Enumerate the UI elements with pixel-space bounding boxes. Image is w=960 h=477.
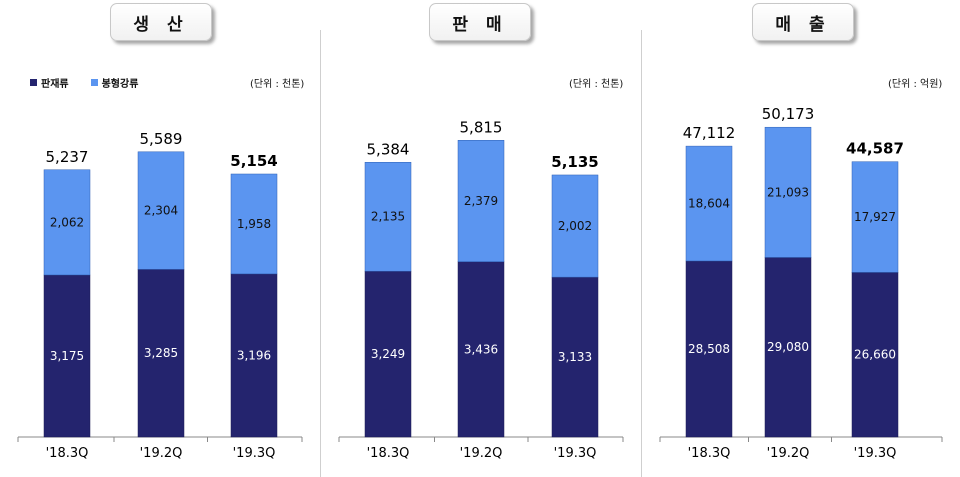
bar-bottom-segment — [851, 272, 899, 438]
total-value-label: 5,135 — [551, 153, 598, 171]
legend-label-bar: 봉형강류 — [101, 79, 139, 90]
category-label: '18.3Q — [46, 446, 89, 461]
category-label: '19.2Q — [767, 446, 810, 461]
total-value-label: 5,589 — [140, 130, 183, 148]
total-value-label: 44,587 — [846, 140, 904, 158]
bottom-value-label: 3,175 — [50, 349, 84, 363]
bar-bottom-segment — [764, 257, 812, 438]
divider — [641, 30, 642, 477]
sales-volume-chart: 3,249 2,135 5,384 '18.3Q 3,436 2,379 5,815 '19.… — [338, 118, 624, 461]
category-label: '19.3Q — [554, 446, 597, 461]
unit-label: (단위 : 천톤) — [569, 79, 624, 90]
sales-volume-panel: 판 매 (단위 : 천톤) 3,249 2,135 5,384 '18.3Q 3,436… — [321, 0, 641, 477]
bar-bottom-segment — [137, 269, 185, 438]
unit-label: (단위 : 억원) — [888, 79, 943, 90]
bottom-value-label: 3,436 — [464, 342, 498, 356]
legend-label-sheet: 판재류 — [41, 79, 69, 90]
top-value-label: 2,062 — [50, 215, 84, 229]
total-value-label: 5,237 — [46, 148, 89, 166]
bottom-value-label: 3,133 — [558, 350, 592, 364]
bottom-value-label: 29,080 — [767, 340, 809, 354]
top-value-label: 18,604 — [688, 197, 730, 211]
top-value-label: 2,304 — [144, 204, 178, 218]
bar-bottom-segment — [230, 273, 278, 438]
bottom-value-label: 28,508 — [688, 342, 730, 356]
category-label: '18.3Q — [688, 446, 731, 461]
bottom-value-label: 3,249 — [371, 347, 405, 361]
total-value-label: 47,112 — [683, 124, 736, 142]
total-value-label: 50,173 — [762, 105, 815, 123]
top-value-label: 21,093 — [767, 185, 809, 199]
category-label: '19.3Q — [233, 446, 276, 461]
bar-top-segment — [685, 145, 733, 262]
sales-volume-title: 판 매 — [429, 3, 531, 41]
category-label: '19.2Q — [460, 446, 503, 461]
bar-bottom-segment — [685, 260, 733, 438]
revenue-panel: 매 출 (단위 : 억원) 28,508 18,604 47,112 '18.3Q 29… — [642, 0, 960, 477]
total-value-label: 5,815 — [460, 118, 503, 136]
bar-top-segment — [230, 173, 278, 275]
divider — [320, 30, 321, 477]
top-value-label: 1,958 — [237, 217, 271, 231]
bar-top-segment — [764, 126, 812, 258]
bottom-value-label: 3,285 — [144, 346, 178, 360]
total-value-label: 5,384 — [367, 140, 410, 158]
top-value-label: 17,927 — [854, 210, 896, 224]
bar-top-segment — [551, 174, 599, 278]
bottom-value-label: 3,196 — [237, 348, 271, 362]
bar-bottom-segment — [551, 276, 599, 438]
production-title: 생 산 — [110, 3, 212, 41]
top-value-label: 2,379 — [464, 194, 498, 208]
revenue-chart: 28,508 18,604 47,112 '18.3Q 29,080 21,093 50,1… — [659, 105, 943, 461]
bar-bottom-segment — [457, 261, 505, 438]
bar-bottom-segment — [43, 274, 91, 438]
bottom-value-label: 26,660 — [854, 348, 896, 362]
bar-top-segment — [364, 162, 412, 272]
category-label: '19.3Q — [854, 446, 897, 461]
top-value-label: 2,002 — [558, 219, 592, 233]
category-label: '19.2Q — [140, 446, 183, 461]
production-chart: 3,175 2,062 5,237 '18.3Q 3,285 2,304 5,589 '19.… — [17, 130, 303, 461]
category-label: '18.3Q — [367, 446, 410, 461]
legend-swatch-bar — [90, 79, 98, 86]
legend: 판재류 봉형강류 — [30, 75, 138, 90]
top-value-label: 2,135 — [371, 210, 405, 224]
bar-top-segment — [137, 151, 185, 270]
bar-top-segment — [457, 140, 505, 262]
bar-top-segment — [851, 161, 899, 273]
total-value-label: 5,154 — [230, 152, 277, 170]
revenue-title: 매 출 — [752, 3, 854, 41]
bar-bottom-segment — [364, 270, 412, 438]
legend-swatch-sheet — [30, 79, 37, 86]
production-panel: 생 산 판재류 봉형강류 (단위 : 천톤) 3,175 2,062 5,237 '1… — [0, 0, 320, 477]
bar-top-segment — [43, 169, 91, 276]
unit-label: (단위 : 천톤) — [250, 79, 305, 90]
